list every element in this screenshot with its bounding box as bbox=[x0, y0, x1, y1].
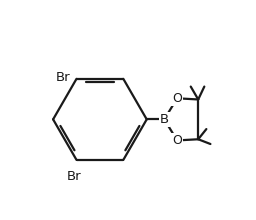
Text: Br: Br bbox=[67, 170, 81, 183]
Text: O: O bbox=[172, 92, 182, 105]
Text: O: O bbox=[172, 134, 182, 147]
Text: Br: Br bbox=[56, 71, 71, 84]
Text: B: B bbox=[160, 113, 169, 126]
